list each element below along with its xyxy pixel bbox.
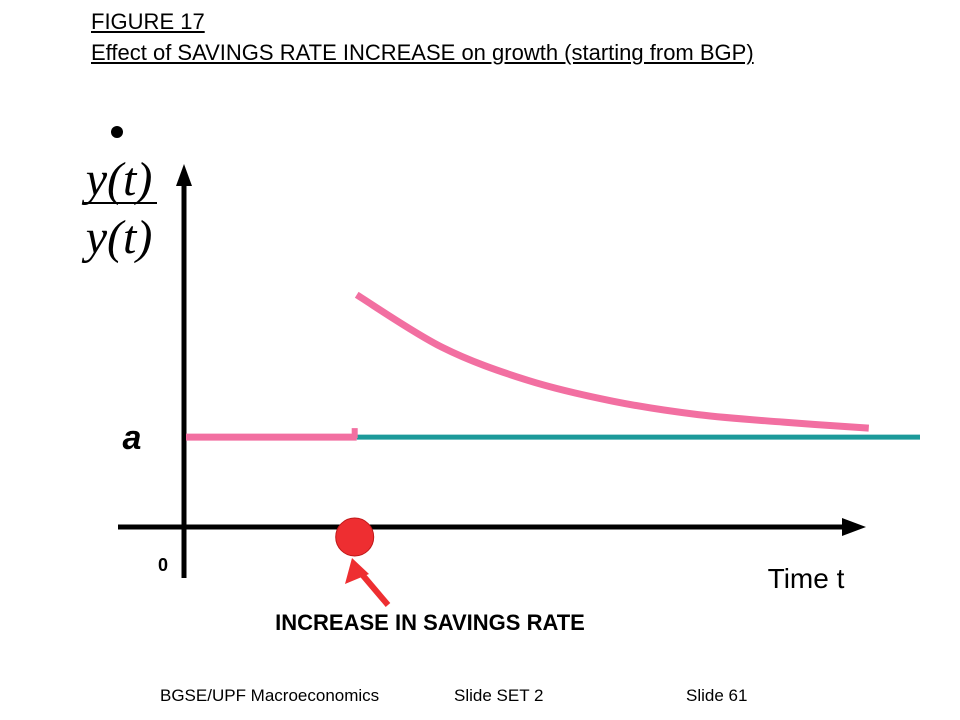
y-label-denominator: y(t) <box>81 211 153 264</box>
y-label-numerator: y(t) <box>81 153 153 206</box>
y-axis-label: y(t) y(t) <box>81 126 157 264</box>
y-axis-arrowhead <box>176 164 192 186</box>
y-tick-label-a: a <box>123 419 142 457</box>
footer-course: BGSE/UPF Macroeconomics <box>160 686 380 705</box>
series-1-segment-2 <box>354 291 870 432</box>
annotation-arrow-head <box>345 558 369 584</box>
time-derivative-dot <box>111 126 123 138</box>
footer-slide-set: Slide SET 2 <box>454 686 544 705</box>
annotation-text: INCREASE IN SAVINGS RATE <box>275 610 585 635</box>
x-axis-arrowhead <box>842 518 866 536</box>
footer-slide-number: Slide 61 <box>686 686 748 705</box>
slide-title: Effect of SAVINGS RATE INCREASE on growt… <box>91 40 754 65</box>
x-axis-label: Time t <box>768 563 845 594</box>
series-layer <box>186 291 920 441</box>
event-marker <box>335 517 375 557</box>
origin-label: 0 <box>158 555 168 575</box>
figure-label: FIGURE 17 <box>91 9 205 34</box>
annotation-arrow-shaft <box>357 570 391 607</box>
